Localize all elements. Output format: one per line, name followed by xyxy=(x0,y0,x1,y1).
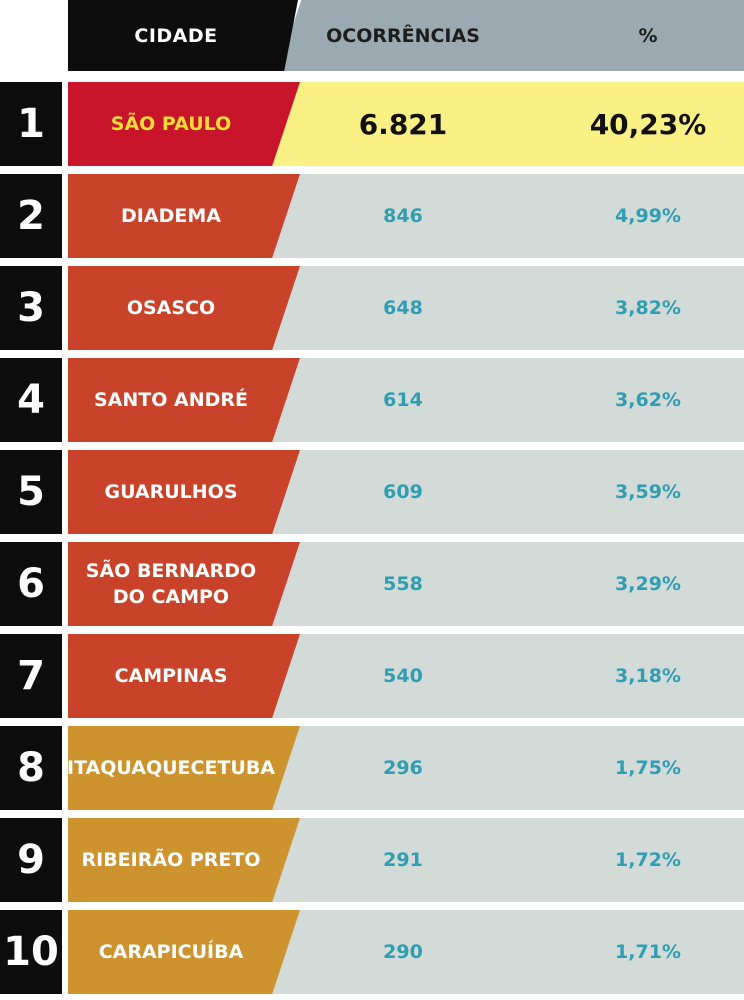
rank-number: 10 xyxy=(0,910,62,994)
city-name: SÃO PAULO xyxy=(68,82,300,166)
percent-value: 3,82% xyxy=(615,297,681,319)
rank-number: 7 xyxy=(0,634,62,718)
table-row: 4 SANTO ANDRÉ 614 3,62% xyxy=(0,358,744,442)
table-row: 3 OSASCO 648 3,82% xyxy=(0,266,744,350)
percent-value: 1,72% xyxy=(615,849,681,871)
occurrences-value: 558 xyxy=(383,573,423,595)
occurrences-value: 290 xyxy=(383,941,423,963)
header-percent: % xyxy=(638,24,658,47)
percent-value: 4,99% xyxy=(615,205,681,227)
occurrences-value: 648 xyxy=(383,297,423,319)
city-name: CARAPICUÍBA xyxy=(68,910,300,994)
table-row: 8 ITAQUAQUECETUBA 296 1,75% xyxy=(0,726,744,810)
city-name: OSASCO xyxy=(68,266,300,350)
rank-number: 6 xyxy=(0,542,62,626)
city-name: RIBEIRÃO PRETO xyxy=(68,818,300,902)
percent-value: 40,23% xyxy=(589,107,707,141)
table-row: 1 SÃO PAULO 6.821 40,23% xyxy=(0,82,744,166)
table-row: 10 CARAPICUÍBA 290 1,71% xyxy=(0,910,744,994)
table-header: CIDADE OCORRÊNCIAS % xyxy=(68,0,744,71)
percent-value: 1,75% xyxy=(615,757,681,779)
percent-value: 3,18% xyxy=(615,665,681,687)
header-background xyxy=(278,0,744,71)
rank-number: 9 xyxy=(0,818,62,902)
percent-value: 1,71% xyxy=(615,941,681,963)
occurrences-value: 6.821 xyxy=(358,107,448,141)
occurrences-value: 291 xyxy=(383,849,423,871)
occurrences-value: 846 xyxy=(383,205,423,227)
percent-value: 3,62% xyxy=(615,389,681,411)
city-name: DIADEMA xyxy=(68,174,300,258)
percent-value: 3,59% xyxy=(615,481,681,503)
rank-number: 8 xyxy=(0,726,62,810)
rank-number: 2 xyxy=(0,174,62,258)
header-city: CIDADE xyxy=(68,0,298,71)
table-row: 5 GUARULHOS 609 3,59% xyxy=(0,450,744,534)
occurrences-value: 540 xyxy=(383,665,423,687)
table-row: 2 DIADEMA 846 4,99% xyxy=(0,174,744,258)
city-name: SANTO ANDRÉ xyxy=(68,358,300,442)
occurrences-value: 296 xyxy=(383,757,423,779)
table-row: 7 CAMPINAS 540 3,18% xyxy=(0,634,744,718)
table-row: 6 SÃO BERNARDO DO CAMPO 558 3,29% xyxy=(0,542,744,626)
rank-number: 3 xyxy=(0,266,62,350)
rank-number: 5 xyxy=(0,450,62,534)
occurrences-value: 609 xyxy=(383,481,423,503)
occurrences-value: 614 xyxy=(383,389,423,411)
city-name: SÃO BERNARDO DO CAMPO xyxy=(68,542,300,626)
percent-value: 3,29% xyxy=(615,573,681,595)
rank-number: 1 xyxy=(0,82,62,166)
city-name: ITAQUAQUECETUBA xyxy=(68,726,300,810)
table-row: 9 RIBEIRÃO PRETO 291 1,72% xyxy=(0,818,744,902)
city-name: GUARULHOS xyxy=(68,450,300,534)
city-name: CAMPINAS xyxy=(68,634,300,718)
rank-number: 4 xyxy=(0,358,62,442)
header-occurrences: OCORRÊNCIAS xyxy=(326,24,480,47)
